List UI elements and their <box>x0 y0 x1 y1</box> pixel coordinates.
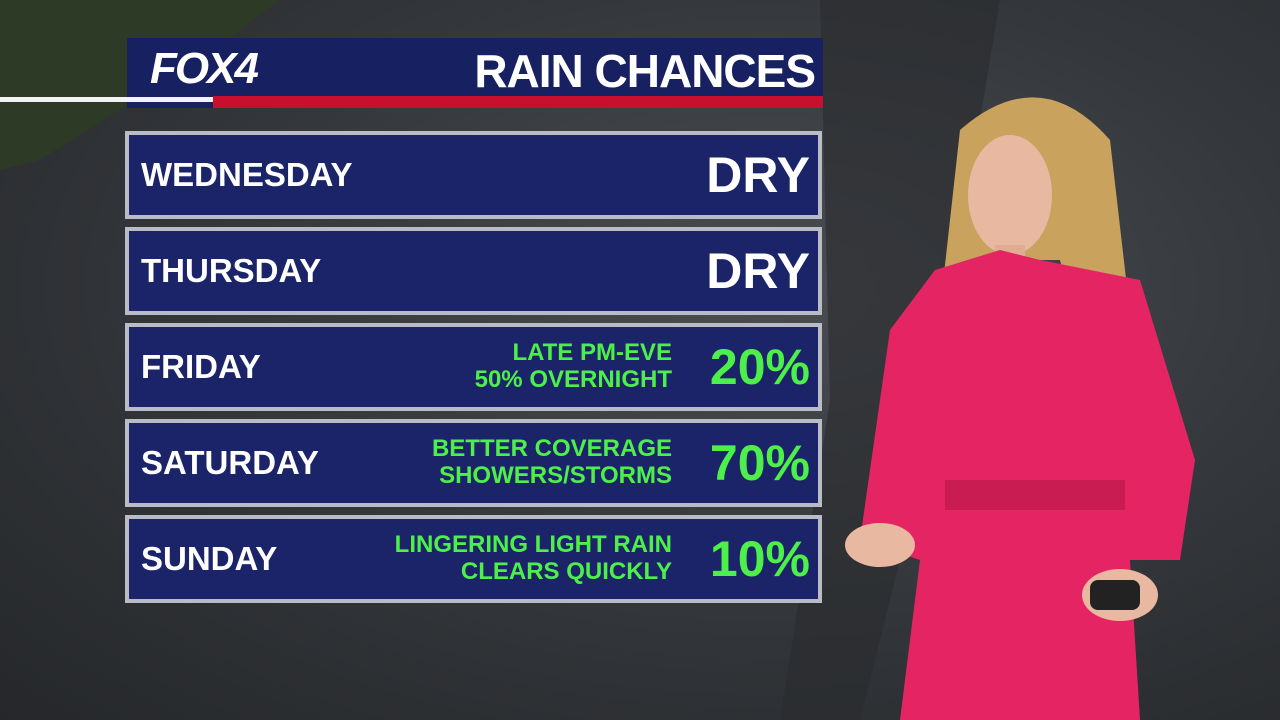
header-line <box>0 97 213 102</box>
forecast-row: FRIDAY 20% LATE PM-EVE 50% OVERNIGHT <box>125 323 822 411</box>
note-line: CLEARS QUICKLY <box>460 558 672 585</box>
forecast-row: THURSDAY DRY <box>125 227 822 315</box>
note-line: 50% OVERNIGHT <box>474 366 672 393</box>
title: RAIN CHANCES <box>474 45 816 97</box>
day-label: SATURDAY <box>141 444 319 481</box>
note-line: LATE PM-EVE <box>512 339 672 366</box>
day-label: WEDNESDAY <box>141 156 353 193</box>
note-line: LINGERING LIGHT RAIN <box>394 531 672 558</box>
day-label: FRIDAY <box>141 348 261 385</box>
day-label: THURSDAY <box>141 252 322 289</box>
presenter <box>845 97 1195 720</box>
note-line: BETTER COVERAGE <box>431 435 672 462</box>
forecast-row: SATURDAY 70% BETTER COVERAGE SHOWERS/STORMS <box>125 419 822 507</box>
forecast-note: LATE PM-EVE 50% OVERNIGHT <box>475 339 672 393</box>
rain-chance: DRY <box>706 243 810 299</box>
forecast-row: SUNDAY 10% LINGERING LIGHT RAIN CLEARS QUIC… <box>125 515 822 603</box>
forecast-row: WEDNESDAY DRY <box>125 131 822 219</box>
rain-chance: 10% <box>709 531 810 587</box>
logo: FOX4 <box>150 44 259 93</box>
rain-chance: 70% <box>709 435 810 491</box>
rain-chance: 20% <box>709 339 810 395</box>
day-label: SUNDAY <box>141 540 278 577</box>
note-line: SHOWERS/STORMS <box>439 462 672 489</box>
rain-chance: DRY <box>706 147 810 203</box>
forecast-note: BETTER COVERAGE SHOWERS/STORMS <box>432 435 672 489</box>
header-accent <box>213 96 823 108</box>
forecast-note: LINGERING LIGHT RAIN CLEARS QUICKLY <box>395 531 672 585</box>
